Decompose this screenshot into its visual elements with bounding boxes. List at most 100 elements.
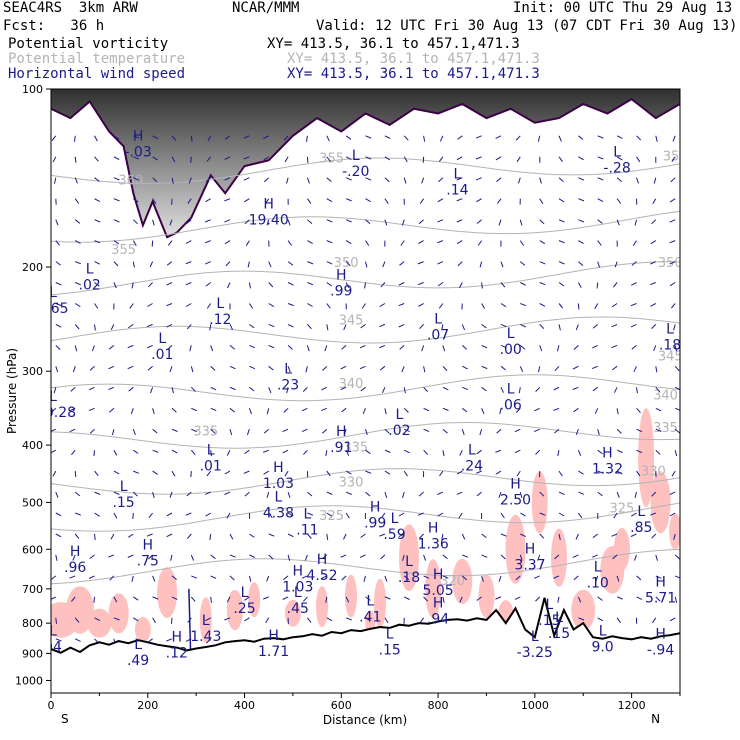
wind-vector	[578, 219, 585, 223]
wind-vector	[190, 386, 196, 392]
wind-vector	[326, 512, 333, 517]
wind-vector	[326, 470, 331, 477]
wind-vector	[515, 135, 521, 141]
pv-shading-blob	[478, 574, 495, 618]
wind-vector	[306, 135, 308, 142]
wind-vector	[93, 596, 95, 603]
wind-vector	[132, 429, 136, 435]
wind-vector	[674, 365, 680, 372]
wind-vector	[578, 240, 584, 245]
wind-vector	[674, 554, 680, 560]
wind-vector	[301, 407, 308, 412]
wind-vector	[633, 366, 637, 373]
wind-vector	[515, 407, 521, 413]
wind-vector	[249, 554, 256, 558]
wind-vector	[612, 282, 618, 288]
wind-vector	[651, 533, 657, 539]
wind-vector	[268, 261, 272, 268]
wind-vector	[481, 303, 486, 309]
wind-vector	[249, 533, 255, 538]
wind-vector	[301, 575, 308, 579]
wind-vector	[55, 261, 61, 266]
wind-vector	[417, 512, 424, 516]
pv-extremum-value: .96	[64, 560, 86, 576]
wind-vector	[384, 575, 388, 582]
wind-vector	[636, 449, 643, 454]
wind-vector	[379, 323, 386, 328]
wind-vector	[380, 512, 386, 519]
wind-vector	[307, 533, 312, 539]
wind-vector	[400, 240, 405, 246]
wind-vector	[341, 575, 347, 581]
wind-vector	[365, 617, 371, 622]
wind-vector	[655, 428, 662, 432]
wind-vector	[379, 365, 386, 371]
wind-vector	[170, 554, 173, 561]
pv-extremum-value: .94	[427, 611, 449, 627]
wind-vector	[418, 240, 424, 245]
wind-vector	[365, 470, 372, 474]
wind-vector	[185, 282, 192, 286]
wind-vector	[132, 491, 138, 497]
pv-extremum-value: 1.43	[190, 629, 221, 645]
pv-extremum-marker: L	[507, 382, 515, 398]
wind-vector	[210, 450, 212, 457]
wind-vector	[343, 533, 347, 540]
wind-vector	[55, 512, 62, 517]
wind-vector	[55, 638, 62, 642]
pv-extremum-value: .99	[364, 515, 386, 531]
pv-extremum-value: .15	[379, 643, 401, 659]
wind-vector	[287, 323, 294, 328]
wind-vector	[403, 156, 408, 163]
wind-vector	[152, 198, 157, 205]
valid-time: Valid: 12 UTC Fri 30 Aug 13 (07 CDT Fri …	[316, 18, 738, 34]
wind-vector	[418, 219, 424, 225]
wind-vector	[419, 617, 425, 623]
wind-vector	[345, 617, 352, 621]
wind-vector	[442, 575, 449, 579]
wind-vector	[113, 512, 118, 519]
wind-vector	[268, 344, 275, 349]
wind-vector	[307, 617, 312, 623]
wind-vector	[286, 387, 289, 394]
pv-shading-blob	[316, 586, 328, 628]
wind-vector	[652, 617, 657, 624]
pv-extremum-marker: H	[317, 552, 328, 568]
wind-vector	[210, 345, 214, 352]
pv-extremum-marker: L	[391, 511, 399, 527]
wind-vector	[268, 365, 274, 371]
wind-vector	[500, 365, 507, 371]
wind-vector	[479, 429, 483, 436]
wind-vector	[594, 408, 599, 414]
wind-vector	[326, 261, 333, 265]
wind-vector	[191, 407, 197, 412]
wind-vector	[169, 219, 173, 226]
wind-vector	[365, 429, 368, 436]
wind-vector	[171, 177, 174, 184]
wind-vector	[398, 323, 405, 328]
field-pv-name: Potential vorticity	[8, 36, 169, 52]
wind-vector	[669, 240, 676, 244]
wind-vector	[365, 240, 370, 246]
wind-vector	[398, 512, 405, 517]
pv-extremum-marker: L	[241, 585, 249, 601]
wind-vector	[74, 303, 81, 308]
wind-vector	[245, 240, 250, 246]
wind-vector	[127, 344, 134, 349]
wind-vector	[74, 240, 81, 244]
wind-vector	[651, 324, 657, 329]
field-theta-xy: XY= 413.5, 36.1 to 457.1,471.3	[287, 51, 540, 67]
wind-vector	[655, 135, 658, 142]
wind-vector	[263, 156, 269, 161]
wind-vector	[341, 407, 347, 413]
pv-extremum-marker: L	[545, 597, 553, 613]
wind-vector	[539, 533, 545, 539]
wind-vector	[423, 449, 429, 455]
wind-vector	[554, 554, 560, 560]
wind-vector	[224, 156, 231, 161]
wind-vector	[651, 219, 657, 225]
pv-extremum-value: -.03	[124, 144, 151, 160]
wind-vector	[345, 240, 352, 245]
theta-label: 355	[663, 149, 688, 164]
pv-extremum-marker: L	[507, 326, 515, 342]
